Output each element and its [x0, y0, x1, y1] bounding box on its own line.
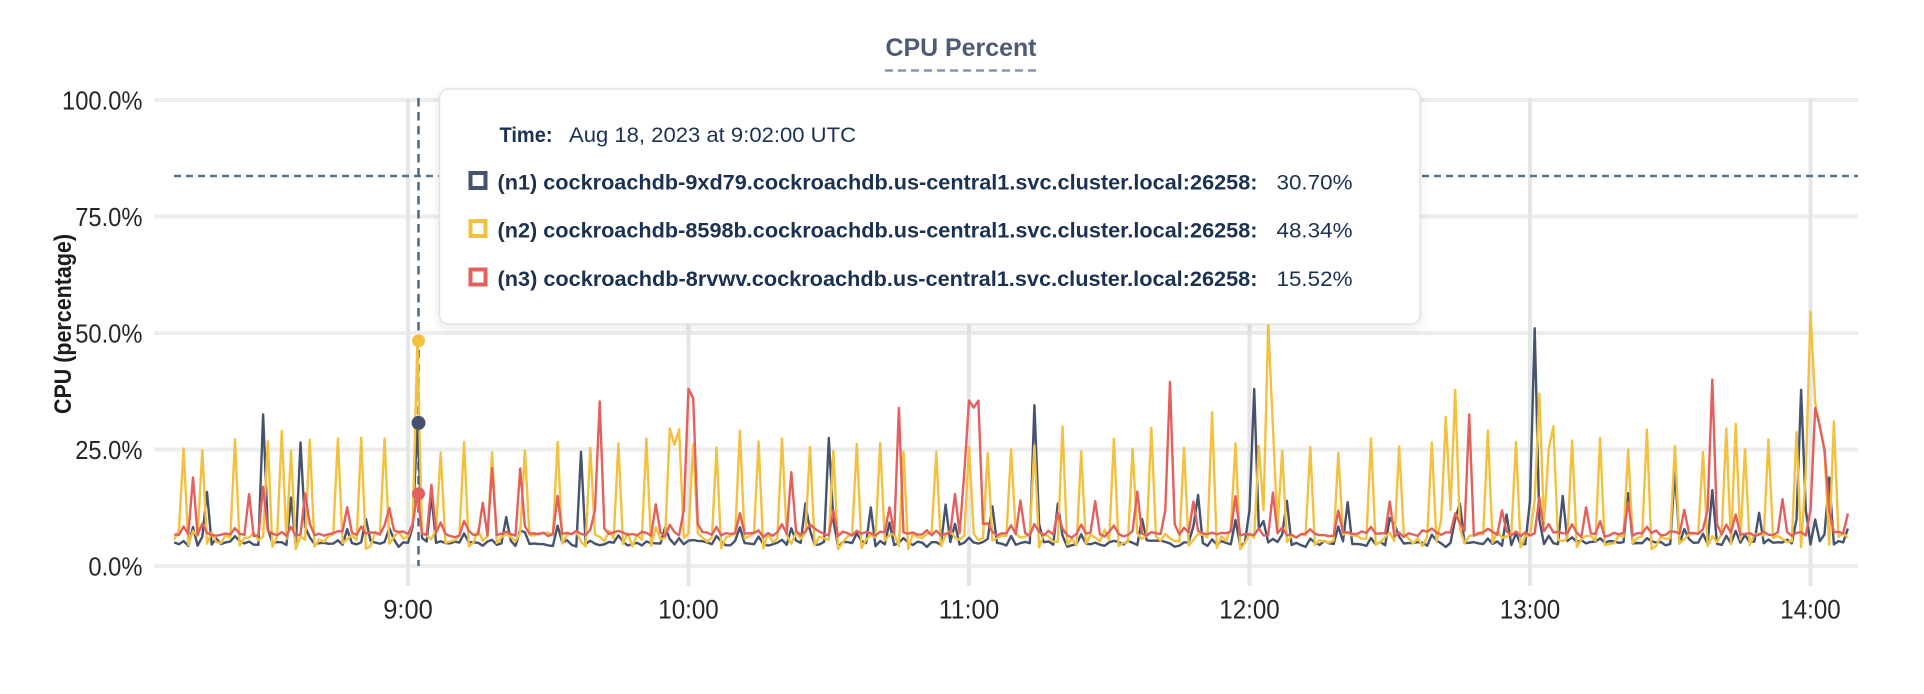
svg-text:CPU (percentage): CPU (percentage)	[50, 234, 77, 414]
svg-text:(n3) cockroachdb-8rvwv.cockroa: (n3) cockroachdb-8rvwv.cockroachdb.us-ce…	[498, 268, 1258, 291]
svg-text:30.70%: 30.70%	[1277, 172, 1353, 195]
svg-text:CPU Percent: CPU Percent	[886, 34, 1038, 62]
svg-text:0.0%: 0.0%	[88, 551, 142, 581]
svg-text:(n1) cockroachdb-9xd79.cockroa: (n1) cockroachdb-9xd79.cockroachdb.us-ce…	[498, 172, 1258, 195]
svg-text:75.0%: 75.0%	[75, 202, 142, 232]
svg-text:48.34%: 48.34%	[1277, 220, 1353, 243]
svg-text:10:00: 10:00	[658, 595, 719, 625]
svg-text:Aug 18, 2023 at 9:02:00 UTC: Aug 18, 2023 at 9:02:00 UTC	[569, 124, 856, 147]
svg-text:15.52%: 15.52%	[1277, 268, 1353, 291]
svg-text:Time:: Time:	[500, 124, 553, 147]
svg-text:11:00: 11:00	[939, 595, 1000, 625]
svg-text:12:00: 12:00	[1219, 595, 1280, 625]
svg-text:100.0%: 100.0%	[62, 85, 143, 115]
svg-text:50.0%: 50.0%	[75, 318, 142, 348]
svg-text:14:00: 14:00	[1780, 595, 1841, 625]
svg-text:13:00: 13:00	[1500, 595, 1561, 625]
svg-text:25.0%: 25.0%	[75, 435, 142, 465]
svg-text:(n2) cockroachdb-8598b.cockroa: (n2) cockroachdb-8598b.cockroachdb.us-ce…	[498, 220, 1258, 243]
svg-text:9:00: 9:00	[383, 595, 433, 625]
